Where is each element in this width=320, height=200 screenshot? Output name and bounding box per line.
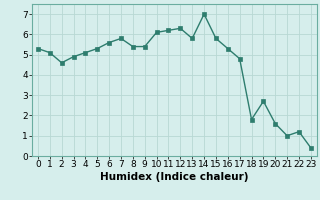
X-axis label: Humidex (Indice chaleur): Humidex (Indice chaleur) [100,172,249,182]
